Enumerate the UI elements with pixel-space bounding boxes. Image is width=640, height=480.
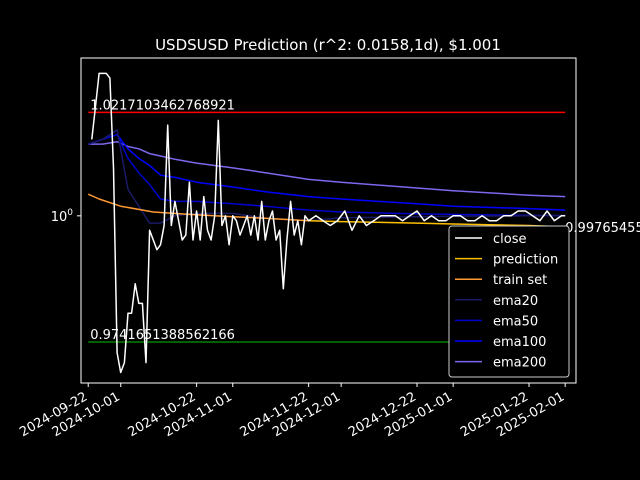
legend-label-ema100: ema100 [493, 335, 546, 350]
legend-label-train-set: train set [493, 273, 547, 288]
series-ema50-line [87, 133, 566, 217]
chart-title: USDSUSD Prediction (r^2: 0.0158,1d), $1.… [155, 36, 501, 54]
legend-label-close: close [493, 232, 526, 247]
legend-label-prediction: prediction [493, 253, 558, 268]
end-value-label: 0.99765455 [565, 221, 640, 236]
series-close-line [91, 72, 566, 374]
hline-label-1: 0.9741651388562166 [90, 328, 235, 343]
legend-label-ema200: ema200 [493, 356, 546, 371]
legend-box [448, 225, 570, 378]
legend-label-ema50: ema50 [493, 314, 538, 329]
plot-frame [80, 57, 577, 384]
legend-label-ema20: ema20 [493, 294, 538, 309]
hline-label-0: 1.0217103462768921 [90, 98, 235, 113]
series-ema100-line [87, 133, 566, 211]
